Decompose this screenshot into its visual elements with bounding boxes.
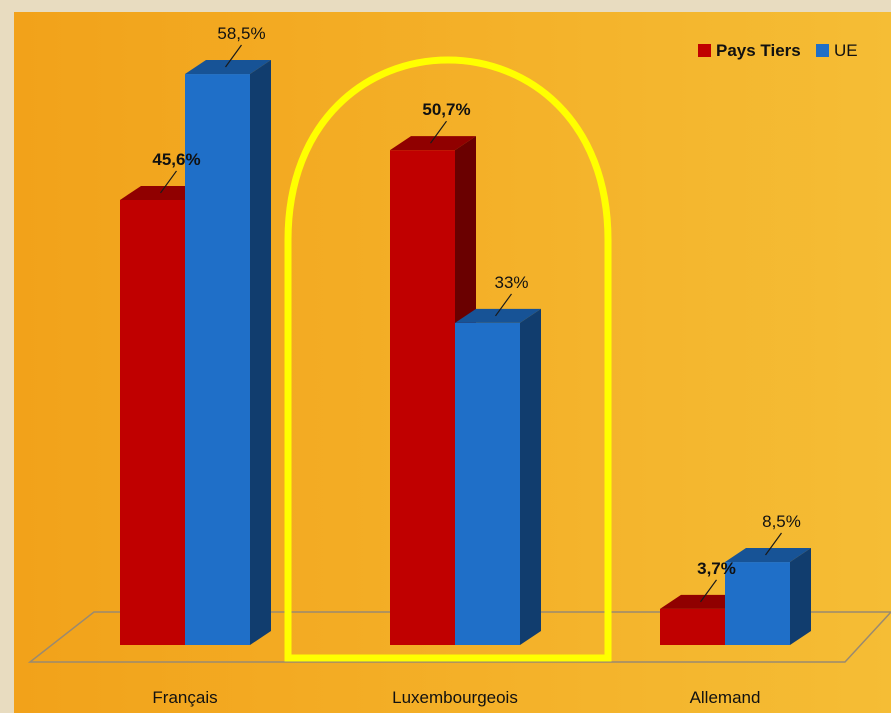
bar-top [660,594,746,609]
legend-item: UE [816,41,858,60]
highlight-outline [284,56,612,662]
bar-top [390,136,476,151]
data-label-leader [495,293,512,317]
data-label: 50,7% [422,100,470,119]
data-label: 33% [494,273,528,292]
data-label-leader [225,44,242,68]
bar-side [520,308,541,645]
bar-front [455,322,520,645]
legend-item: Pays Tiers [698,41,801,60]
bar-front [390,150,455,645]
legend-swatch [816,44,829,57]
data-label: 8,5% [762,512,801,531]
legend-swatch [698,44,711,57]
data-label-leader [430,120,447,144]
bar-top [120,185,206,200]
data-label-leader [700,579,717,603]
bar-top [455,308,541,323]
bar-ue-allemand [725,548,811,645]
data-label-leader [160,170,177,194]
bar-front [185,74,250,646]
data-label: 45,6% [152,150,200,169]
legend-label: Pays Tiers [716,41,801,60]
bar-top [725,548,811,563]
bar-front [660,608,725,645]
category-label: Allemand [690,688,761,707]
bar-front [120,199,185,645]
bar-ue-luxembourgeois [455,308,541,645]
data-label: 3,7% [697,559,736,578]
bar-front [725,562,790,645]
legend-label: UE [834,41,858,60]
bar-side [790,548,811,645]
chart-floor [27,611,891,663]
category-label: Français [152,688,217,707]
data-label: 58,5% [217,24,265,43]
category-label: Luxembourgeois [392,688,518,707]
data-label-leader [765,532,782,556]
bar-ue-français [185,60,271,646]
bar-side [250,60,271,646]
bar-top [185,60,271,75]
